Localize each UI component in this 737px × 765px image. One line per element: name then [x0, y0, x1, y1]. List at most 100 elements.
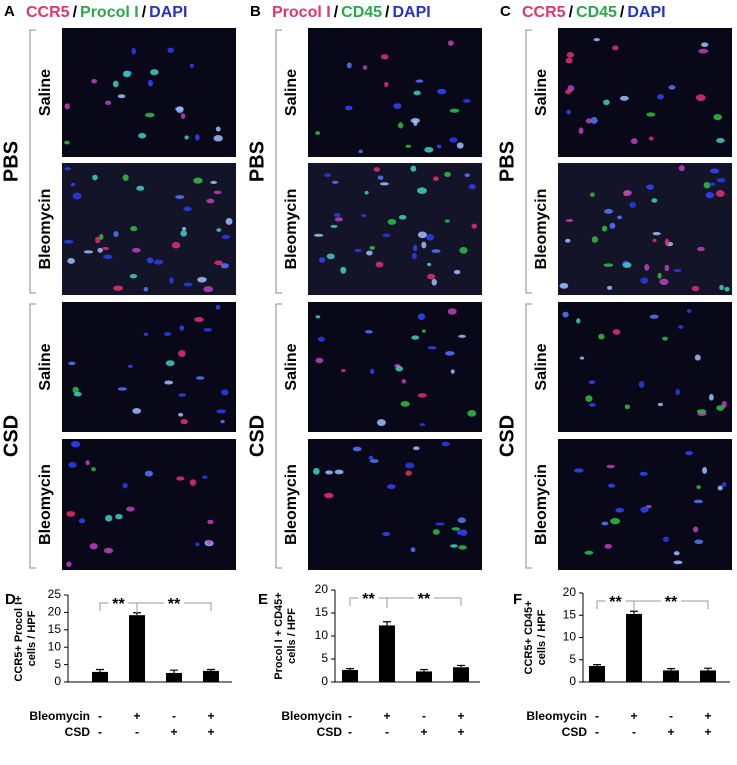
micrograph — [62, 439, 236, 570]
cell — [431, 249, 441, 253]
cell — [646, 184, 654, 190]
micrograph — [558, 302, 732, 432]
cell — [346, 62, 352, 69]
cell — [715, 190, 725, 197]
cell — [471, 223, 478, 229]
cell — [401, 379, 407, 384]
header-stain: CCR5 — [522, 4, 566, 21]
cell — [450, 369, 455, 374]
cell — [377, 175, 384, 180]
significance-bracket — [596, 600, 709, 611]
row-label: Saline — [283, 343, 300, 390]
cell — [601, 521, 609, 526]
factor-label: CSD — [65, 725, 91, 739]
cell — [417, 393, 427, 398]
cell — [410, 165, 417, 172]
row-label: Bleomycin — [37, 189, 54, 270]
cell — [91, 467, 96, 472]
panel-letter: B — [250, 3, 261, 20]
cell — [427, 262, 432, 267]
cell — [117, 387, 128, 391]
cell — [458, 334, 466, 338]
cell — [609, 222, 616, 229]
error-bar — [704, 667, 712, 671]
bar — [700, 670, 716, 682]
cell — [424, 146, 434, 153]
factor-label: Bleomycin — [526, 709, 587, 723]
cell — [692, 526, 699, 533]
y-tick-label: 15 — [315, 605, 329, 619]
header-stain: CCR5 — [26, 4, 70, 21]
cell — [180, 113, 186, 119]
cell — [566, 109, 571, 115]
cell — [368, 455, 374, 460]
panel-letter: F — [513, 591, 522, 608]
cell — [459, 529, 468, 536]
separator: / — [73, 4, 78, 21]
cell — [122, 174, 129, 181]
cell — [606, 464, 615, 469]
cell — [708, 394, 714, 401]
cell — [180, 230, 188, 237]
cell — [467, 409, 477, 417]
cell — [179, 325, 185, 331]
factor-level: - — [135, 725, 139, 739]
cell — [590, 192, 595, 197]
cell — [435, 522, 445, 526]
cell — [447, 308, 457, 315]
cell — [567, 85, 575, 92]
y-tick-label: 25 — [48, 587, 62, 601]
cell — [702, 467, 708, 474]
bar — [342, 670, 358, 682]
cell — [651, 198, 658, 203]
separator: / — [334, 4, 339, 21]
bar — [626, 613, 642, 682]
bracket — [525, 29, 532, 294]
cell — [165, 360, 175, 367]
cell — [210, 180, 218, 184]
cell — [171, 241, 181, 249]
header-stain: DAPI — [627, 4, 665, 21]
significance-bg — [358, 595, 379, 601]
cell — [395, 365, 403, 372]
significance-bg — [164, 600, 184, 606]
factor-level: - — [595, 709, 599, 723]
cell — [705, 192, 715, 199]
y-axis-label-line: cells / HPF — [26, 610, 38, 666]
micrograph — [62, 302, 236, 432]
cell — [364, 330, 373, 334]
cell — [410, 547, 416, 553]
cell — [178, 412, 184, 417]
cell — [664, 264, 670, 272]
cell — [421, 329, 426, 333]
cell — [66, 511, 76, 517]
cell — [649, 314, 659, 319]
bar — [166, 672, 182, 682]
y-axis-label-line: CCR5+ Procol I+ — [13, 595, 25, 681]
cell — [451, 527, 461, 531]
cell — [664, 238, 670, 246]
cell — [91, 79, 98, 84]
cell — [379, 182, 389, 186]
y-tick-label: 20 — [315, 582, 329, 596]
cell — [225, 218, 233, 225]
cell — [574, 468, 584, 473]
cell — [415, 79, 424, 83]
cell — [652, 238, 657, 243]
bar — [589, 665, 605, 682]
bracket — [525, 303, 532, 569]
cell — [411, 252, 417, 260]
cell — [315, 357, 324, 364]
cell — [417, 187, 427, 194]
cell — [601, 225, 608, 232]
factor-label: CSD — [317, 725, 343, 739]
cell — [206, 539, 212, 546]
cell — [716, 405, 725, 411]
cell — [150, 69, 159, 76]
factor-level: + — [207, 725, 214, 739]
cell — [194, 317, 204, 323]
cell — [380, 54, 389, 60]
cell — [673, 560, 683, 565]
bar — [453, 667, 469, 682]
cell — [352, 446, 362, 452]
